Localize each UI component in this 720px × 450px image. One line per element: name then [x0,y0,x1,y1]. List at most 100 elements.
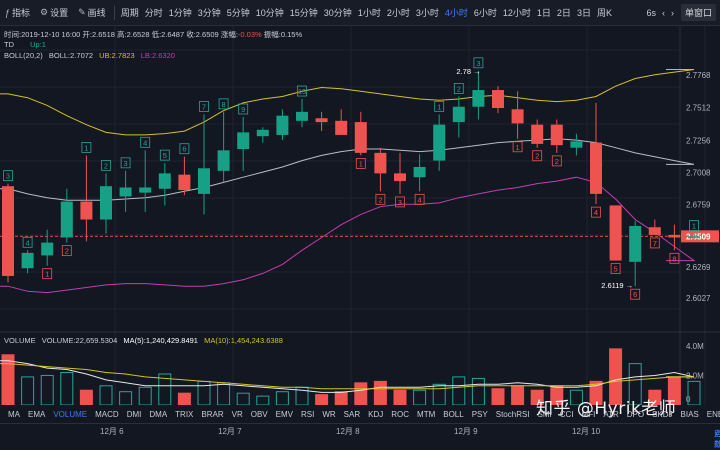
timeframe-tab[interactable]: 10分钟 [255,7,284,18]
indicator-tab[interactable]: DPO [626,409,645,419]
indicator-icon: ƒ [5,7,11,18]
indicator-bar: MA EMA VOLUME MACD DMI DMA TRIX BRAR VR OBV EMV RSI… [0,405,720,423]
candle-body [217,150,230,171]
timeframe-tab[interactable]: 周K [596,7,612,18]
indicator-tab[interactable]: PSY [471,409,488,419]
timeframe-tab[interactable]: 30分钟 [323,7,352,18]
indicator-tab[interactable]: SMI [537,409,552,419]
volume-bar [275,391,289,405]
timeframe-tab[interactable]: 15分钟 [289,7,318,18]
draw-menu-button[interactable]: ✎ 画线 [78,7,106,18]
td-count-box [61,245,72,257]
candle-body [452,106,465,123]
indicator-tab[interactable]: MTM [417,409,436,419]
chart-area[interactable]: 2.77682.75122.72562.70082.67592.65092.62… [0,26,720,405]
timeframe-tab[interactable]: 6小时 [473,7,497,18]
indicator-tab[interactable]: VOLUME [53,409,88,419]
indicator-tab[interactable]: RSI [301,409,315,419]
chevron-left-icon[interactable]: ‹ [661,7,665,18]
td-count-label: 1 [516,143,520,152]
td-count-label: 2 [555,157,559,166]
td-count-box [414,193,425,205]
timeframe-tab[interactable]: 分时 [144,7,163,18]
candle-body [609,205,622,261]
volume-bar [21,376,35,405]
indicator-tab[interactable]: MFI [581,409,596,419]
timeframe-tab[interactable]: 2小时 [386,7,410,18]
td-count-label: 13 [298,87,306,96]
indicator-tab[interactable]: OBV [250,409,268,419]
td-count-box [551,155,562,167]
date-tick: 12月 6 [100,427,124,436]
draw-icon: ✎ [78,7,86,17]
volume-bar [334,391,348,405]
indicator-tab[interactable]: CCI [559,409,574,419]
volume-bar [432,383,446,405]
td-count-label: 1 [692,222,696,231]
indicator-tab[interactable]: MACD [95,409,119,419]
candle-body [158,173,171,189]
window-layout-button[interactable]: 单窗口 [680,4,716,21]
refresh-interval[interactable]: 6s [646,7,656,18]
indicator-tab[interactable]: DMI [126,409,142,419]
indicator-tab[interactable]: WR [322,409,336,419]
timeframe-tab[interactable]: 3小时 [415,7,439,18]
timeframe-tab[interactable]: 3分钟 [197,7,221,18]
td-count-box [689,220,699,232]
candle-body [394,173,406,182]
high-annotation: 2.78 → [456,67,480,76]
chevron-right-icon[interactable]: › [670,7,674,18]
period-label: 周期 [120,7,139,18]
candle-body [688,236,700,238]
settings-menu-button[interactable]: ⚙ 设置 [40,7,69,18]
timeframe-tab[interactable]: 4小时 [444,7,468,18]
ohlc-info: 时间:2019-12-10 16:00 开:2.6518 高:2.6528 低:… [4,30,303,39]
indicator-tab[interactable]: BRAR [201,409,224,419]
td-count-label: 6 [182,145,186,154]
price-tick: 2.7008 [686,168,711,177]
time-axis: 对数 自动 12月 6 12月 7 12月 8 12月 9 12月 10 [0,423,720,449]
auto-scale-toggle[interactable]: 自动 [714,429,720,449]
td-count-box [238,103,249,115]
indicator-tab[interactable]: ENE [706,409,720,419]
indicator-tab[interactable]: SKDJ [652,409,673,419]
volume-bar [197,380,211,405]
indicator-tab[interactable]: SAR [343,409,361,419]
volume-tick: 2.0M [686,371,704,380]
date-tick: 12月 10 [572,427,601,436]
indicator-tab[interactable]: EMV [275,409,293,419]
toolbar-right: 6s ‹ › 单窗口 [643,0,720,26]
boll-info: BOLL(20,2) BOLL:2.7072 UB:2.7823 LB:2.63… [4,51,175,60]
candle-body [119,187,132,197]
timeframe-tab[interactable]: 3日 [576,7,591,18]
td-count-label: 1 [84,143,88,152]
volume-bar [40,374,54,405]
timeframe-tab[interactable]: 2日 [556,7,571,18]
indicator-tab[interactable]: KDJ [368,409,384,419]
indicator-tab[interactable]: TRIX [175,409,194,419]
indicator-tab[interactable]: ROC [391,409,410,419]
indicator-tab[interactable]: DMA [149,409,168,419]
indicator-tab[interactable]: VR [231,409,243,419]
td-count-box [101,159,111,171]
indicator-tab[interactable]: MA [8,409,20,419]
timeframe-tab[interactable]: 12小时 [502,7,531,18]
indicator-tab[interactable]: BIAS [680,409,699,419]
indicator-menu-button[interactable]: ƒ 指标 [5,7,31,19]
volume-bar [413,389,427,405]
volume-tick: 4.0M [686,342,704,351]
timeframe-tab[interactable]: 1小时 [357,7,381,18]
td-count-box [512,141,523,153]
settings-icon: ⚙ [40,7,49,17]
timeframe-tab[interactable]: 1日 [536,7,551,18]
timeframe-tab[interactable]: 1分钟 [168,7,192,18]
timeframe-tab[interactable]: 5分钟 [226,7,250,18]
indicator-tab[interactable]: StochRSI [495,409,530,419]
td-count-label: 7 [202,102,206,111]
indicator-tab[interactable]: BOLL [443,409,464,419]
candle-body [256,129,269,137]
indicator-tab[interactable]: EMA [28,409,46,419]
td-count-box [179,143,190,155]
candle-body [335,120,348,135]
indicator-tab[interactable]: ATR [603,409,619,419]
